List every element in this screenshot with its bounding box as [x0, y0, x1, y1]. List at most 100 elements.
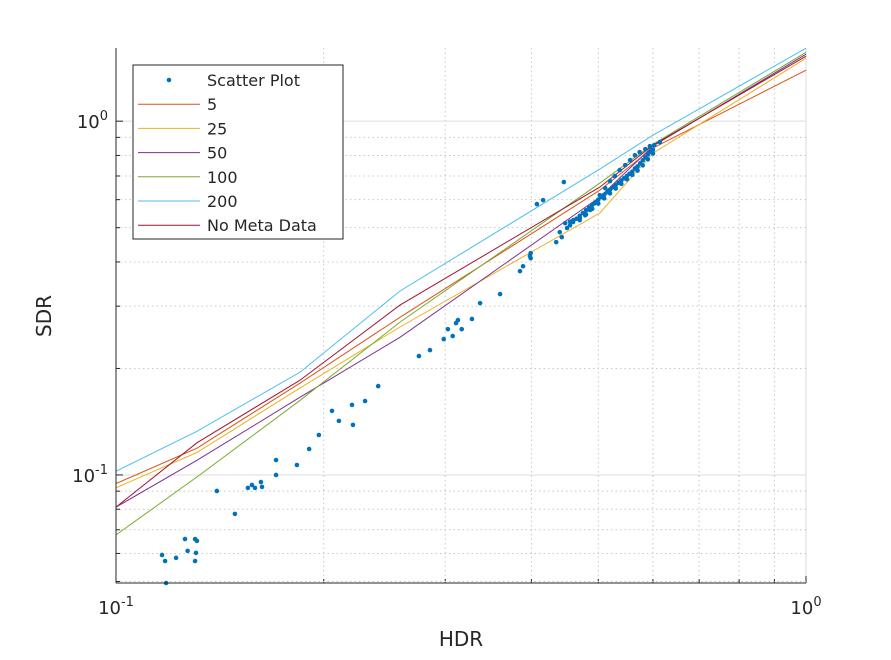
- scatter-point: [632, 152, 638, 158]
- scatter-point: [259, 484, 265, 490]
- legend-label: 5: [207, 95, 217, 114]
- y-tick-label: 10-1: [72, 463, 108, 487]
- scatter-point: [185, 548, 190, 554]
- legend-label: 200: [207, 192, 238, 211]
- axes: [115, 48, 806, 584]
- scatter-point: [619, 181, 624, 187]
- scatter-point: [602, 185, 608, 191]
- scatter-point: [306, 446, 312, 452]
- scatter-point: [637, 149, 642, 155]
- scatter-point: [617, 167, 622, 173]
- scatter-point: [645, 157, 651, 162]
- scatter-point: [193, 550, 199, 556]
- scatter-point: [416, 353, 422, 359]
- scatter-point: [629, 169, 635, 174]
- scatter-point: [647, 143, 653, 149]
- scatter-point: [613, 186, 619, 191]
- scatter-point: [336, 418, 342, 424]
- scatter-point: [640, 163, 646, 168]
- scatter-point: [624, 177, 630, 182]
- scatter-point: [528, 255, 533, 261]
- scatter-point: [595, 201, 601, 206]
- scatter-point: [517, 268, 523, 274]
- scatter-point: [567, 222, 573, 228]
- scatter-point: [651, 142, 657, 148]
- scatter-point: [349, 402, 355, 408]
- scatter-point: [249, 482, 255, 488]
- legend: Scatter Plot 5 25 50 100 200 No Meta Data: [132, 64, 344, 240]
- legend-marker-dot: [166, 77, 172, 83]
- scatter-point: [214, 488, 220, 494]
- scatter-point: [577, 217, 583, 223]
- scatter-point: [245, 485, 251, 491]
- scatter-point: [445, 326, 451, 332]
- scatter-point: [450, 333, 456, 339]
- scatter-point: [173, 555, 179, 561]
- tick-labels: 10-1 100 10-1 100: [72, 109, 821, 619]
- scatter-point: [294, 462, 300, 468]
- scatter-point: [553, 239, 559, 245]
- scatter-point: [561, 179, 567, 185]
- scatter-point: [252, 485, 258, 491]
- scatter-point: [182, 536, 188, 542]
- scatter-point: [497, 291, 503, 297]
- scatter-point: [232, 511, 238, 517]
- scatter-point: [273, 457, 279, 463]
- scatter-point: [643, 146, 648, 152]
- scatter-point: [583, 207, 589, 213]
- scatter-point: [441, 336, 447, 342]
- scatter-point: [589, 206, 595, 212]
- scatter-point: [258, 479, 264, 485]
- scatter-point: [316, 432, 322, 438]
- legend-label: 50: [207, 144, 227, 163]
- scatter-point: [459, 326, 465, 332]
- scatter-point: [520, 263, 526, 269]
- scatter-point: [622, 162, 628, 168]
- scatter-point: [194, 538, 200, 544]
- scatter-point: [607, 178, 613, 184]
- scatter-point: [427, 347, 433, 353]
- y-tick-label: 100: [77, 109, 108, 133]
- scatter-point: [162, 558, 168, 564]
- scatter-point: [577, 213, 583, 219]
- legend-label: 25: [207, 119, 227, 138]
- scatter-point: [540, 197, 546, 203]
- scatter-point: [562, 220, 568, 226]
- scatter-point: [192, 558, 198, 564]
- scatter-point: [273, 472, 279, 478]
- scatter-point: [350, 422, 356, 428]
- scatter-point: [455, 317, 461, 323]
- legend-box: [132, 64, 344, 240]
- scatter-point: [583, 212, 589, 217]
- legend-label: Scatter Plot: [207, 71, 300, 90]
- scatter-point: [528, 250, 533, 256]
- scatter-point: [627, 157, 633, 163]
- x-tick-label: 100: [790, 595, 821, 619]
- legend-label: No Meta Data: [207, 216, 317, 235]
- scatter-point: [635, 164, 640, 169]
- scatter-point: [589, 202, 595, 208]
- scatter-point: [159, 552, 165, 558]
- scatter-point: [607, 191, 613, 196]
- x-tick-label: 10-1: [98, 595, 134, 619]
- scatter-point: [564, 225, 570, 231]
- scatter-point: [612, 173, 618, 179]
- scatter-point: [629, 172, 635, 178]
- series-line-200: [115, 47, 807, 472]
- scatter-point: [601, 196, 607, 201]
- scatter-points: [159, 139, 663, 586]
- scatter-point: [557, 229, 563, 235]
- scatter-point: [375, 383, 381, 389]
- y-axis-label: SDR: [32, 295, 56, 337]
- scatter-point: [559, 234, 565, 240]
- scatter-point: [477, 300, 483, 306]
- scatter-point: [657, 139, 663, 145]
- scatter-point: [635, 168, 640, 173]
- x-axis-label: HDR: [439, 627, 483, 651]
- legend-label: 100: [207, 168, 238, 187]
- scatter-point: [534, 201, 540, 207]
- scatter-point: [650, 147, 656, 153]
- scatter-point: [329, 408, 335, 414]
